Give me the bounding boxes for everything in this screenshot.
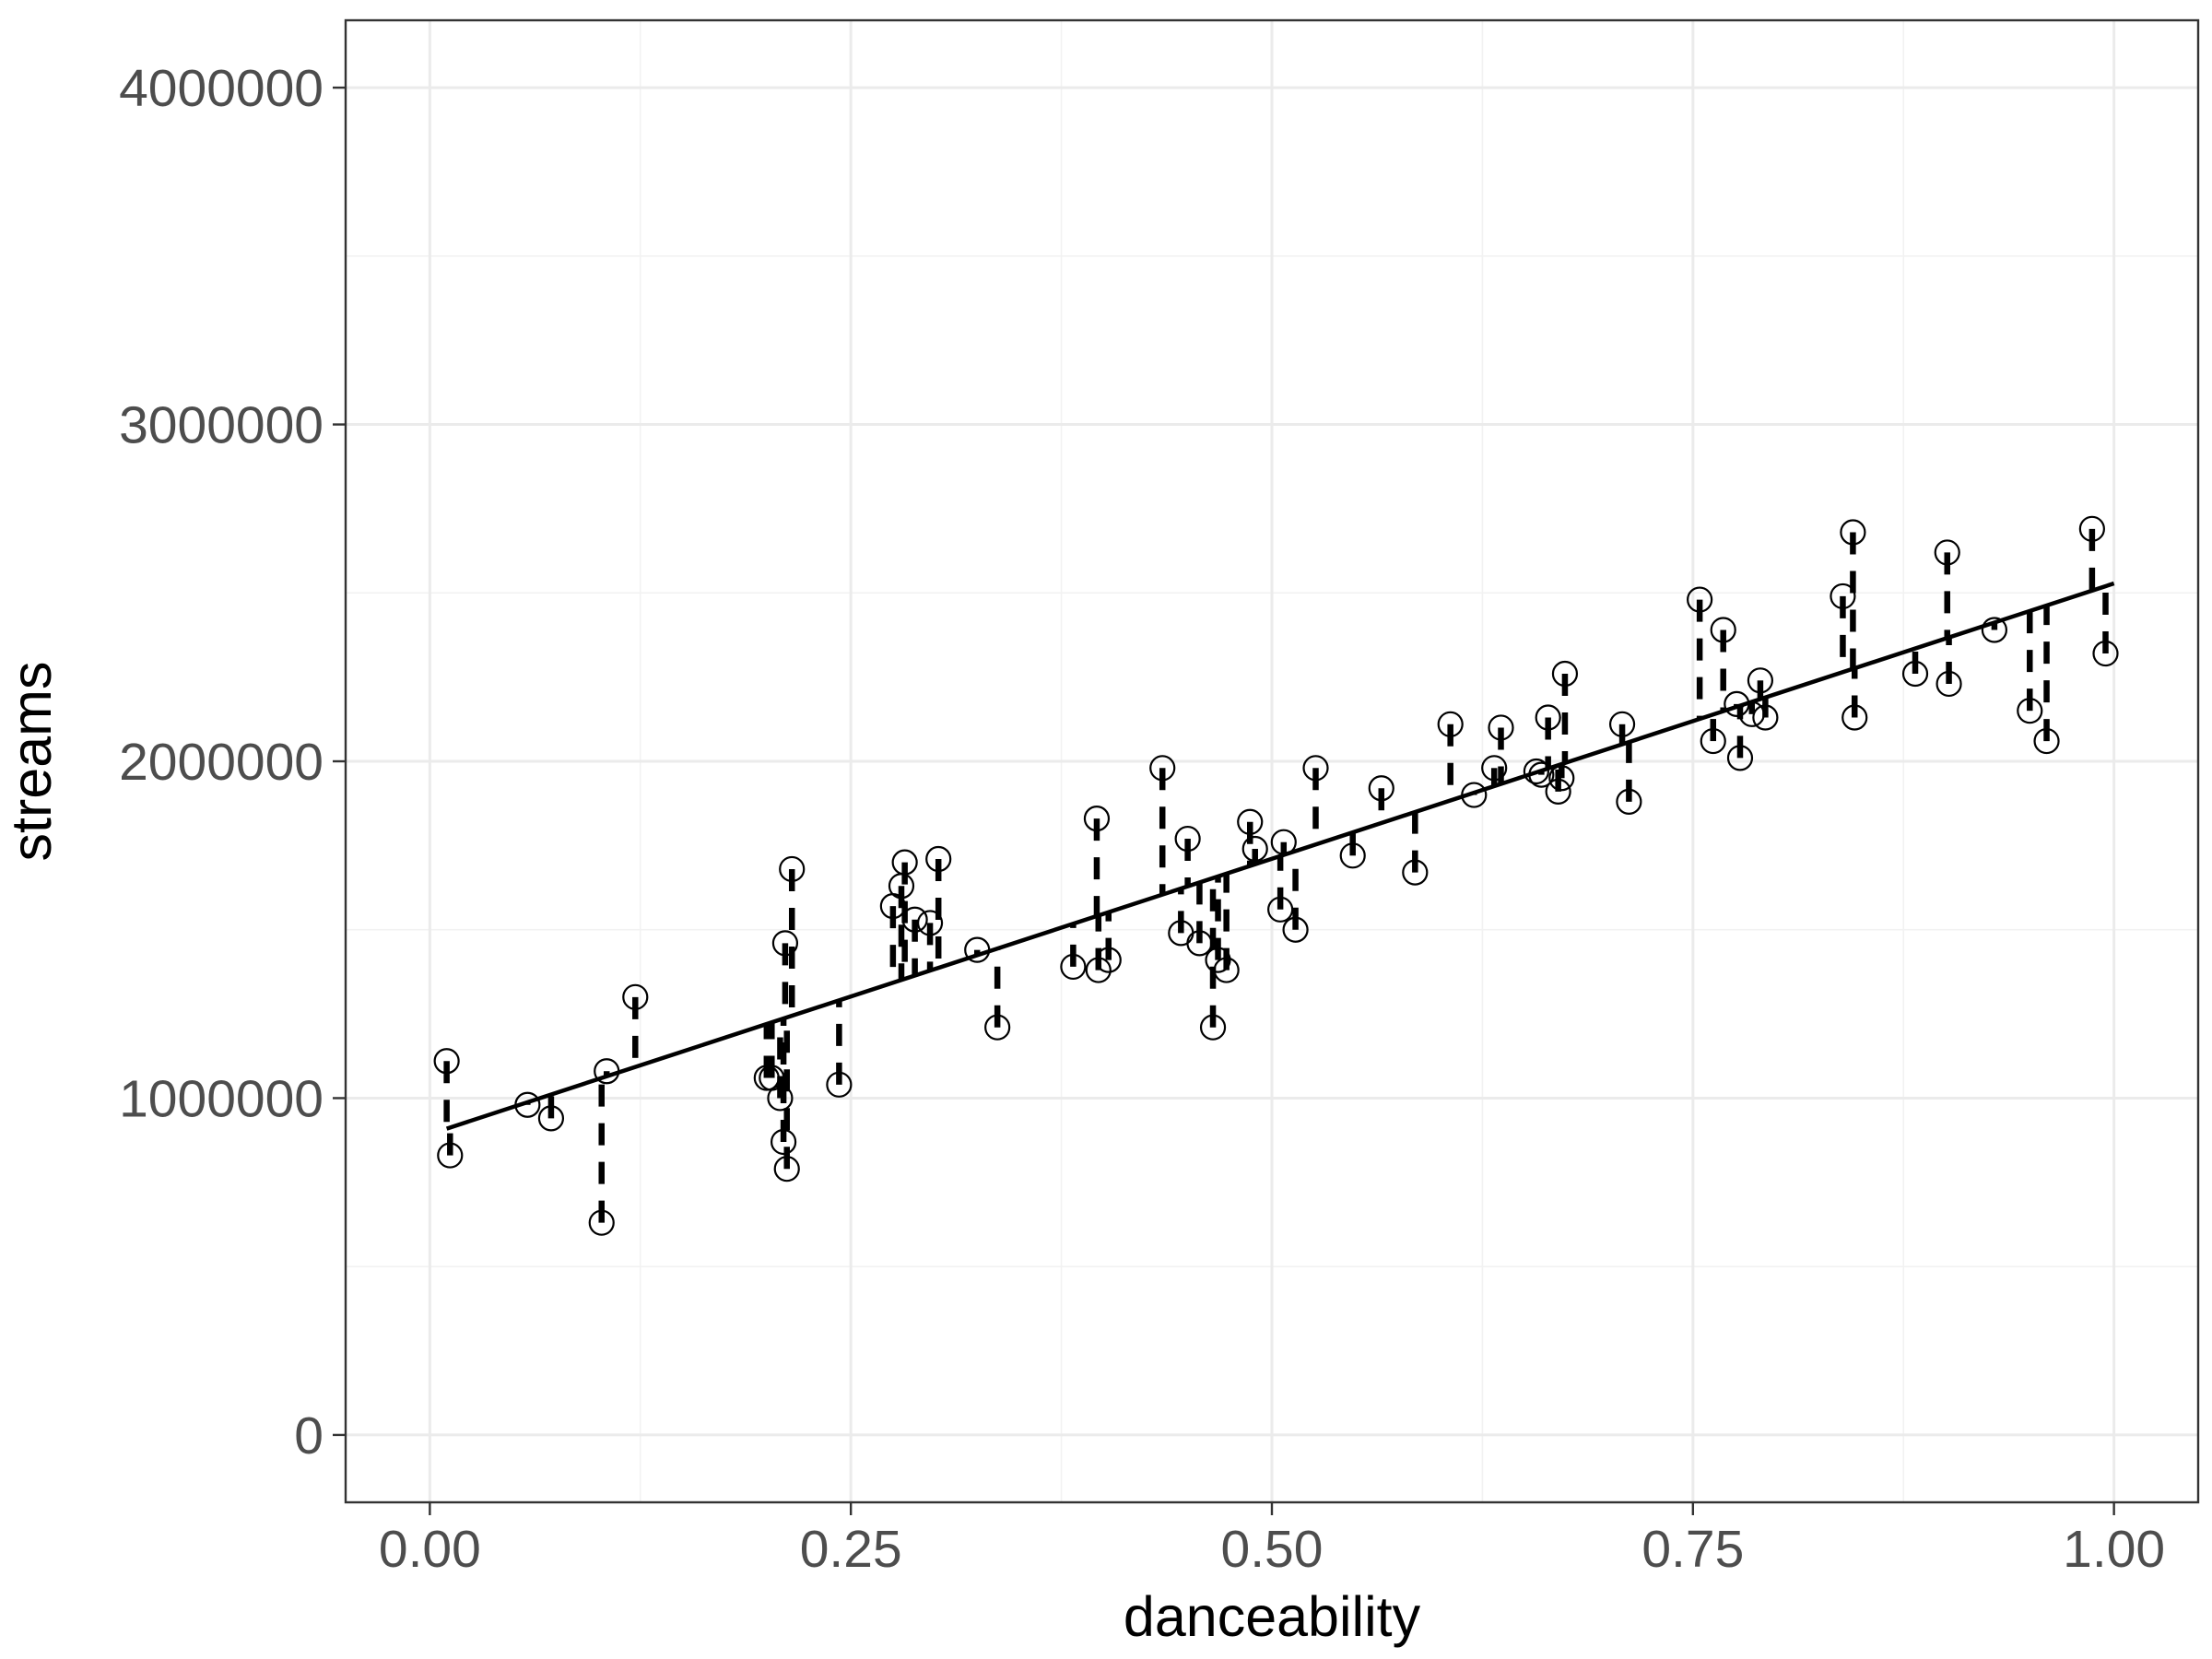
data-point xyxy=(779,855,806,883)
data-point xyxy=(1841,704,1868,731)
y-axis-ticks: 0 1000000 2000000 3000000 4000000 xyxy=(119,59,346,1465)
x-axis-title: danceability xyxy=(1124,1585,1421,1648)
x-tick-label: 0.75 xyxy=(1641,1520,1744,1579)
data-point xyxy=(622,983,649,1010)
data-point xyxy=(1724,690,1750,717)
data-point xyxy=(826,1071,853,1098)
data-point xyxy=(1241,835,1268,863)
data-point xyxy=(1186,930,1213,957)
data-point xyxy=(1551,660,1579,688)
data-point xyxy=(1901,660,1929,688)
data-point xyxy=(437,1142,464,1169)
data-point xyxy=(1738,700,1765,727)
data-point xyxy=(1523,758,1549,785)
data-point xyxy=(767,1085,794,1112)
data-point xyxy=(770,1128,797,1156)
regression-line xyxy=(445,581,2115,1131)
data-point xyxy=(594,1058,620,1085)
x-tick-label: 1.00 xyxy=(2063,1520,2165,1579)
data-point xyxy=(1205,947,1231,973)
data-point xyxy=(433,1048,460,1075)
x-axis-ticks: 0.00 0.25 0.50 0.75 1.00 xyxy=(379,1502,2165,1579)
major-gridlines xyxy=(346,20,2198,1502)
data-point xyxy=(1535,704,1561,731)
data-point xyxy=(1752,704,1779,731)
data-point xyxy=(2092,640,2119,667)
data-point xyxy=(1302,755,1329,782)
data-point xyxy=(1481,755,1508,782)
y-tick-label: 3000000 xyxy=(119,396,324,455)
x-tick-label: 0.25 xyxy=(800,1520,902,1579)
data-point xyxy=(1488,714,1514,741)
data-point xyxy=(1282,916,1309,943)
data-point xyxy=(753,1065,780,1091)
data-point xyxy=(1368,775,1394,802)
data-point xyxy=(1149,755,1176,782)
data-point xyxy=(2017,698,2043,724)
data-point xyxy=(916,910,944,936)
data-point xyxy=(1267,896,1294,923)
y-axis-title: streams xyxy=(0,662,63,862)
y-tick-label: 2000000 xyxy=(119,733,324,792)
data-point xyxy=(1830,582,1856,610)
data-point xyxy=(1095,947,1122,973)
data-point xyxy=(588,1209,615,1236)
x-tick-label: 0.00 xyxy=(379,1520,481,1579)
data-point xyxy=(1270,829,1297,855)
data-point xyxy=(1710,617,1736,643)
data-point xyxy=(1981,617,2007,643)
data-point xyxy=(1840,519,1866,546)
data-point xyxy=(1747,667,1774,694)
x-tick-label: 0.50 xyxy=(1221,1520,1324,1579)
data-point xyxy=(1237,808,1264,835)
data-point xyxy=(1608,711,1636,737)
y-tick-label: 0 xyxy=(294,1406,324,1465)
data-point xyxy=(1616,788,1642,815)
data-point xyxy=(901,906,928,933)
data-points xyxy=(433,515,2119,1236)
data-point xyxy=(1934,539,1960,566)
data-point xyxy=(1687,586,1713,613)
data-point xyxy=(1083,806,1111,832)
data-point xyxy=(984,1014,1011,1041)
regression-line-group xyxy=(445,581,2115,1131)
data-point xyxy=(2033,727,2060,755)
data-point xyxy=(964,936,991,963)
data-point xyxy=(891,849,918,876)
y-tick-label: 1000000 xyxy=(119,1069,324,1128)
data-point xyxy=(1199,1014,1227,1041)
data-point xyxy=(1461,782,1488,808)
data-point xyxy=(1402,859,1429,886)
data-point xyxy=(1545,778,1571,805)
data-point xyxy=(1437,711,1464,737)
data-point xyxy=(1700,727,1726,755)
data-point xyxy=(1936,670,1962,698)
data-point xyxy=(1726,745,1754,771)
data-point xyxy=(1174,825,1201,853)
data-point xyxy=(925,845,952,873)
data-point xyxy=(2078,515,2105,542)
data-point xyxy=(1548,765,1575,792)
data-point xyxy=(773,1156,800,1182)
data-point xyxy=(1213,957,1240,983)
data-point xyxy=(1528,761,1555,788)
data-point xyxy=(1060,953,1087,981)
y-tick-label: 4000000 xyxy=(119,59,324,118)
data-point xyxy=(1339,842,1366,869)
data-point xyxy=(537,1105,565,1132)
data-point xyxy=(771,930,799,957)
data-point xyxy=(514,1091,541,1118)
data-point xyxy=(1085,957,1112,983)
